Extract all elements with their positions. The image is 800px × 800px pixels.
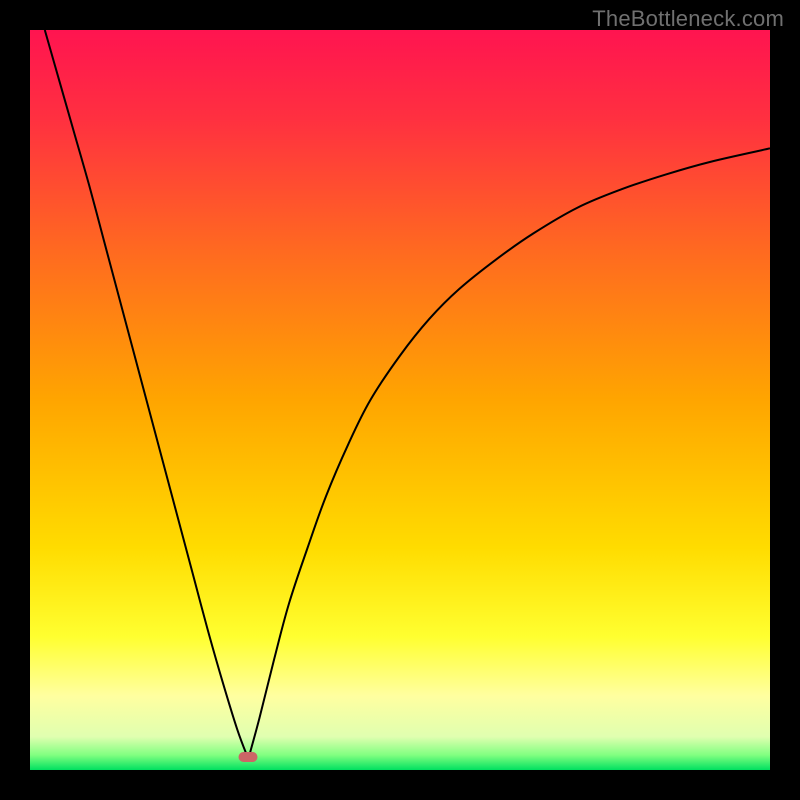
plot-area: [30, 30, 770, 770]
bottleneck-curve: [30, 30, 770, 770]
optimum-marker: [239, 752, 258, 762]
watermark-text: TheBottleneck.com: [592, 6, 784, 32]
